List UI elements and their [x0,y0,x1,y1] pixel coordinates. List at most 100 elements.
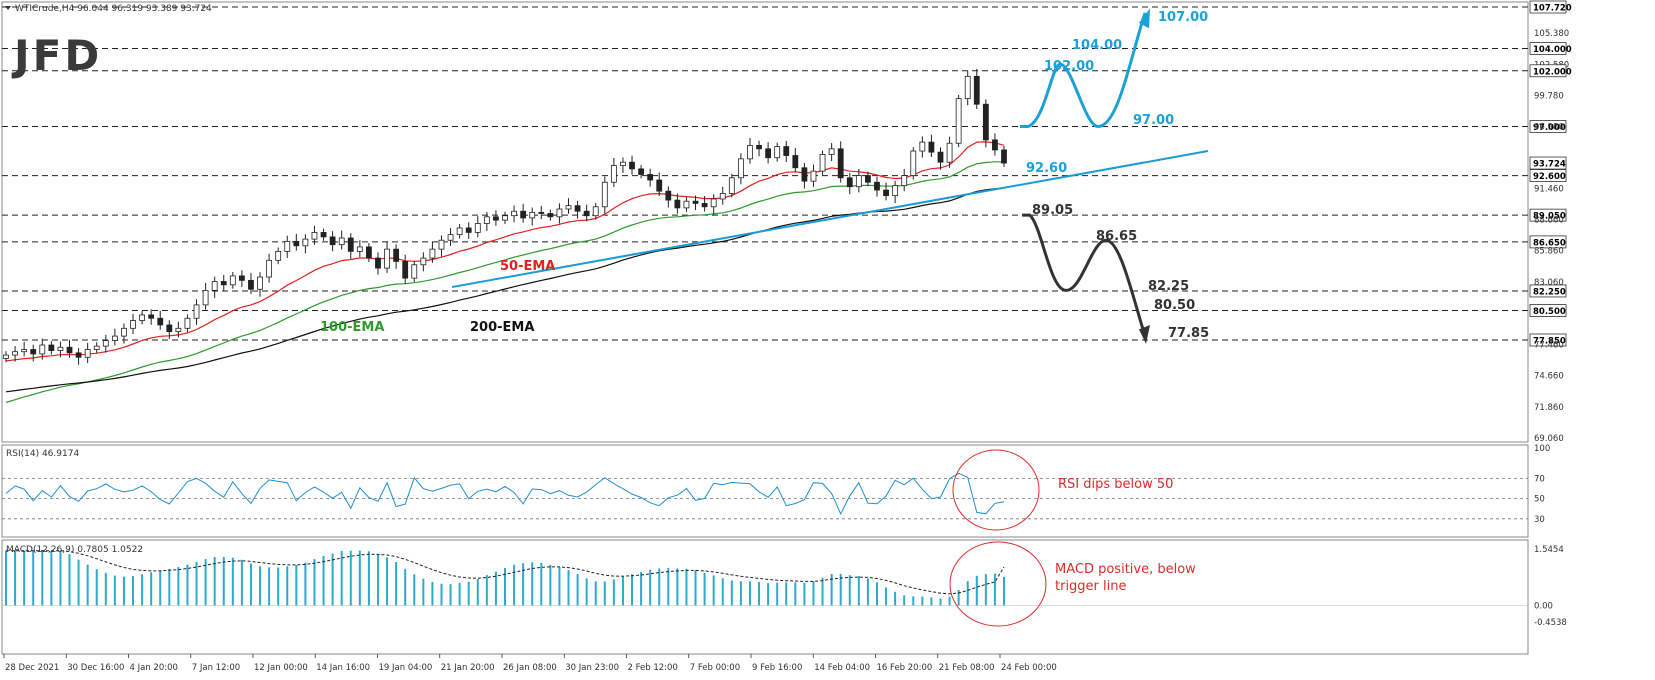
candle-body [157,317,164,326]
candle-body [692,200,699,204]
macd-annotation-line2: trigger line [1055,579,1127,594]
candle-body [302,238,309,247]
time-tick-label: 16 Feb 20:00 [877,663,933,673]
time-tick-label: 9 Feb 16:00 [752,663,802,673]
scenario-paths [1020,8,1150,344]
candle-body [420,257,427,266]
price-tick-label: 104.000 [1533,45,1572,55]
time-tick-label: 21 Jan 20:00 [441,663,495,673]
macd-panel-frame [1,539,1529,655]
candle-body [529,211,536,219]
candle-body [728,177,735,194]
time-tick-label: 21 Feb 08:00 [939,663,995,673]
time-axis: 28 Dec 2021 30 Dec 16:00 4 Jan 20:00 7 Jan … [3,654,1057,673]
price-tick-label: 91.460 [1534,184,1564,194]
candle-body [238,275,245,281]
candle-body [12,351,18,356]
price-tick-label: 96.980 [1534,123,1564,133]
candle-body [402,261,409,279]
candle-body [737,158,744,179]
candle-body [502,215,508,221]
bear-label-7785: 77.85 [1168,326,1209,341]
candle-body [148,314,155,319]
candle-body [937,151,944,163]
candle-body [883,189,889,197]
chart-menu-icon[interactable] [5,6,11,10]
candle-body [75,352,82,358]
candle-body [892,185,899,197]
price-tick-label: 88.660 [1534,215,1564,225]
rsi-tick-label: 100 [1534,444,1550,454]
candle-body [874,181,880,191]
candle-body [520,210,527,219]
price-level-tag [1529,120,1567,133]
candle-body [810,170,817,182]
price-candles [3,68,1007,365]
candle-body [610,165,617,183]
rsi-line [5,472,1005,515]
candle-body [992,139,998,151]
price-level-tag [1529,169,1567,182]
macd-title: MACD(12,26,9) 0.7805 1.0522 [6,545,143,555]
ema50-line [5,141,1005,362]
candle-body [211,281,218,291]
candle-body [474,223,481,233]
time-tick-label: 30 Jan 23:00 [565,663,619,673]
bearish-arrowhead [1139,324,1150,344]
time-tick-label: 2 Feb 12:00 [628,663,678,673]
candle-body [57,346,64,351]
candle-body [710,198,717,208]
support-resistance-levels [2,6,1528,341]
candle-body [257,276,263,290]
candle-body [375,257,381,269]
candle-body [202,289,209,306]
bear-label-8050: 80.50 [1154,298,1195,313]
price-panel-frame [1,1,1529,443]
candle-body [901,175,908,186]
candle-body [111,335,118,341]
bear-label-8665: 86.65 [1096,229,1137,244]
candle-body [792,155,799,169]
bear-label-8905: 89.05 [1032,203,1073,218]
rsi-panel: 100 70 50 30 [2,444,1550,525]
candle-body [910,150,917,176]
candle-body [220,281,227,286]
price-level-tag [1529,235,1567,249]
candle-body [638,168,644,175]
candle-body [919,141,926,152]
ema200-line [5,187,1005,393]
time-tick-label: 14 Feb 04:00 [814,663,870,673]
ema200-label: 200-EMA [470,320,534,335]
jfd-logo: JFD [11,31,102,80]
candle-body [411,264,418,279]
candle-body [656,179,663,192]
price-tick-label: 93.724 [1533,160,1566,170]
candle-body [865,175,871,183]
candle-body [955,98,962,144]
price-tick-label: 92.600 [1533,172,1566,182]
price-tick-label: 107.720 [1533,4,1572,14]
candle-body [30,349,37,355]
bull-label-9260: 92.60 [1026,161,1067,176]
candle-body [665,190,672,201]
macd-signal-line [6,550,1005,595]
price-tick-label: 102.000 [1533,67,1572,77]
candle-body [583,210,590,217]
candle-body [293,240,300,247]
candle-body [946,142,953,163]
price-tick-label: 89.050 [1533,212,1566,222]
candle-body [184,317,191,329]
candle-body [1001,149,1007,164]
macd-tick-label: 0.00 [1534,601,1553,611]
price-tick-label: 99.780 [1534,92,1564,102]
price-level-tag [1529,304,1567,317]
price-tick-label: 80.500 [1533,307,1566,317]
rsi-title: RSI(14) 46.9174 [6,449,79,459]
candle-body [483,216,490,224]
rsi-annotation: RSI dips below 50 [1058,477,1173,492]
candle-body [819,153,826,172]
price-tick-label: 82.250 [1533,287,1566,297]
candle-body [275,250,282,261]
candle-body [356,246,363,252]
